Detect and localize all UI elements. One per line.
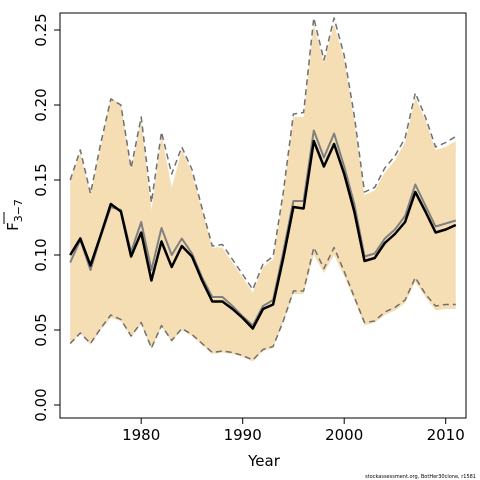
plot-frame bbox=[59, 12, 467, 419]
y-tick-label-3: 0.15 bbox=[32, 163, 50, 196]
series-lines bbox=[69, 17, 457, 361]
y-axis-title-sub: 3−7 bbox=[12, 199, 25, 222]
svg-text:F3−7: F3−7 bbox=[4, 199, 25, 231]
series-line-3 bbox=[69, 246, 456, 361]
x-tick-label-1980: 1980 bbox=[122, 426, 160, 444]
x-tick-label-2010: 2010 bbox=[427, 426, 465, 444]
band-area bbox=[70, 24, 456, 362]
y-axis-title: F3−7 bbox=[3, 199, 25, 231]
credit-text: stockassessment.org, BotHer30clone, r158… bbox=[365, 474, 476, 480]
y-tick-label-0: 0.00 bbox=[32, 388, 50, 421]
x-axis-title: Year bbox=[247, 452, 281, 470]
y-axis: 0.00 0.05 0.10 0.15 0.20 0.25 bbox=[32, 13, 60, 422]
y-tick-label-1: 0.05 bbox=[32, 313, 50, 346]
x-axis: 1980 1990 2000 2010 bbox=[122, 418, 465, 444]
confidence-band bbox=[70, 24, 456, 362]
series-line-1 bbox=[69, 129, 457, 327]
y-tick-label-5: 0.25 bbox=[32, 13, 50, 46]
series-line-0 bbox=[69, 139, 457, 330]
x-tick-label-1990: 1990 bbox=[224, 426, 262, 444]
series-line-2 bbox=[69, 17, 457, 291]
x-tick-label-2000: 2000 bbox=[325, 426, 363, 444]
y-tick-label-4: 0.20 bbox=[32, 88, 50, 121]
y-axis-title-main: F bbox=[4, 222, 22, 231]
y-tick-label-2: 0.10 bbox=[32, 238, 50, 271]
